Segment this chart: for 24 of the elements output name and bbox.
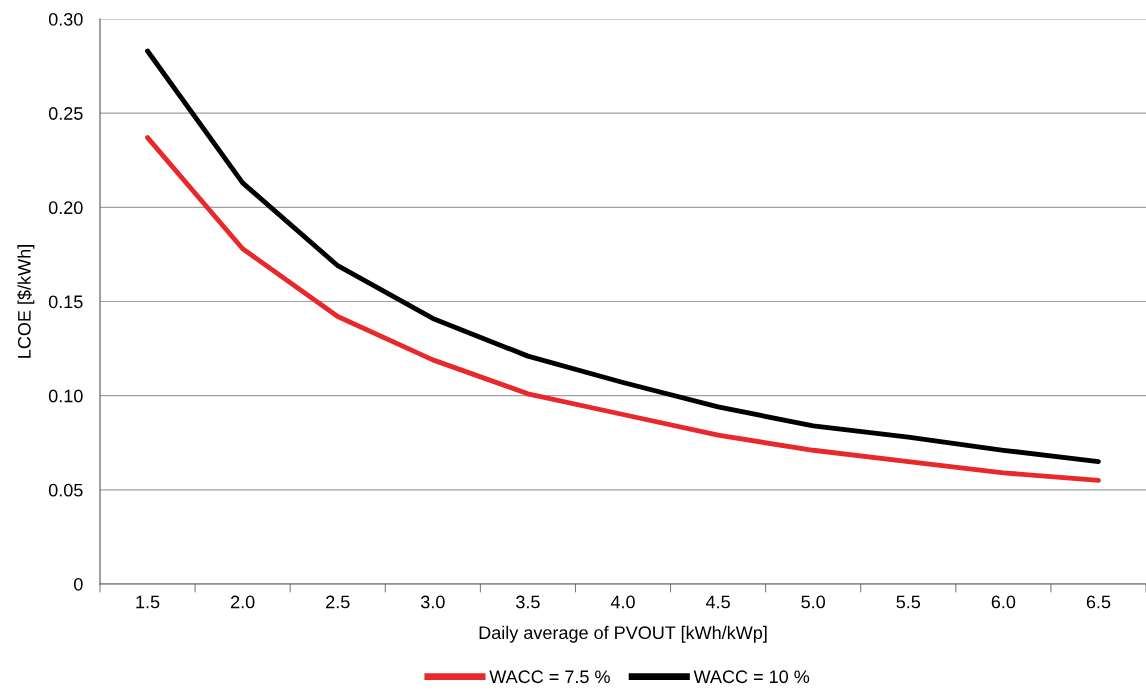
y-tick-label: 0.20 [48,201,83,215]
y-tick-label: 0.25 [48,107,83,120]
x-tick-label: 6.5 [1086,595,1111,609]
y-tick-label: 0.05 [48,483,83,497]
line-series [145,135,1101,483]
legend-label: WACC = 7.5 % [489,670,610,684]
legend-label: WACC = 10 % [693,670,810,684]
x-axis-title: Daily average of PVOUT [kWh/kWp] [479,625,767,643]
x-tick-label: 4.0 [610,595,635,609]
y-tick-label: 0.10 [48,389,83,403]
x-tick-label: 4.5 [705,595,730,609]
x-tick-label: 5.5 [896,595,921,609]
x-tick-label: 6.0 [991,595,1016,609]
y-tick-label: 0.15 [48,295,83,309]
x-tick-label: 3.0 [420,595,445,609]
x-tick-label: 3.5 [516,595,540,609]
x-tick-label: 5.0 [801,595,826,609]
x-tick-label: 1.5 [136,595,160,609]
y-tick-label: 0.30 [48,12,83,26]
y-tick-label: 0 [74,577,83,591]
x-tick-label: 2.0 [231,595,255,609]
y-axis-title: LCOE [$/kWh] [17,245,35,358]
line-series [145,48,1101,465]
x-tick-label: 2.5 [326,595,350,609]
